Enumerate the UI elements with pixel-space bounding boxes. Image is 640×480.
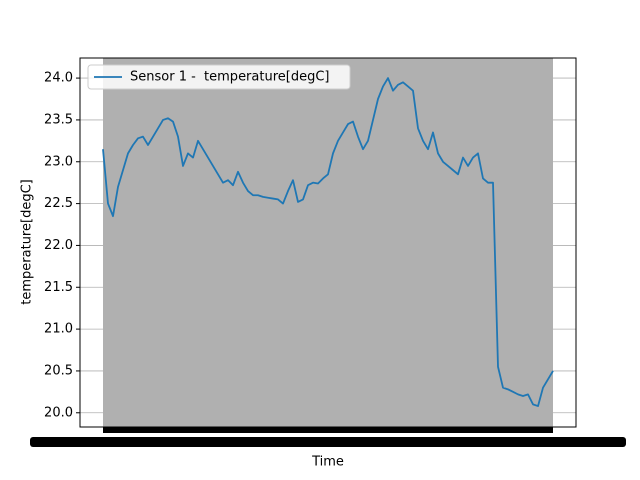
y-tick-label: 20.0 — [44, 405, 73, 420]
x-tick-labels-overlap — [30, 437, 626, 447]
y-tick-label: 22.0 — [44, 238, 73, 253]
y-tick-label: 20.5 — [44, 363, 73, 378]
shaded-span — [103, 58, 553, 427]
x-tick-marks-overlap — [103, 427, 553, 433]
y-tick-label: 21.5 — [44, 280, 73, 295]
legend-label: Sensor 1 - temperature[degC] — [130, 70, 330, 85]
y-tick-label: 23.0 — [44, 154, 73, 169]
y-tick-label: 22.5 — [44, 196, 73, 211]
y-axis-label: temperature[degC] — [20, 179, 35, 304]
y-tick-label: 21.0 — [44, 322, 73, 337]
x-axis-label: Time — [311, 455, 344, 470]
y-tick-label: 24.0 — [44, 71, 73, 86]
y-tick-label: 23.5 — [44, 112, 73, 127]
legend-box — [87, 64, 351, 90]
legend: Sensor 1 - temperature[degC] — [87, 64, 351, 90]
plot-area — [80, 58, 576, 427]
data-line — [102, 77, 554, 407]
